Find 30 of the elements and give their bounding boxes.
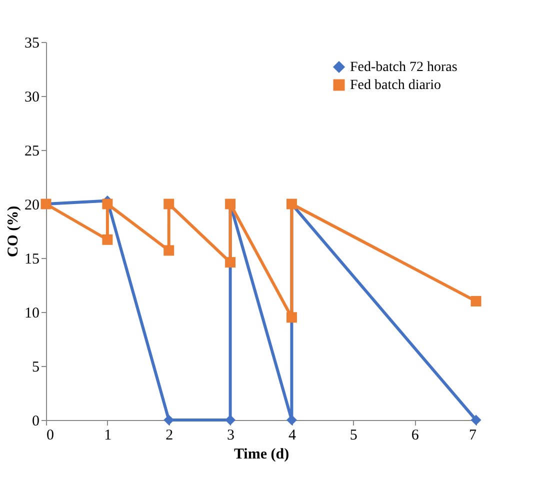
legend-label: Fed batch diario: [350, 78, 441, 93]
point: [164, 198, 174, 210]
point: [164, 245, 174, 256]
point: [470, 296, 482, 306]
point: [286, 414, 297, 426]
x-tick-label: 4: [288, 428, 296, 444]
x-tick-label: 7: [469, 428, 477, 444]
y-tick-label: 15: [24, 252, 40, 268]
y-tick-label: 0: [32, 414, 40, 430]
x-tick-label: 6: [411, 428, 420, 444]
y-tick-label: 30: [24, 90, 40, 106]
x-tick-label: 5: [350, 428, 358, 444]
point: [470, 414, 482, 426]
y-tick-label: 5: [32, 360, 40, 376]
y-tick-label: 25: [24, 144, 40, 160]
point: [225, 414, 236, 426]
x-tick-label: 2: [166, 428, 174, 444]
x-tick-label: 1: [104, 428, 112, 444]
x-axis-title: Time (d): [234, 446, 290, 462]
y-tick-label: 10: [24, 306, 40, 322]
point: [225, 257, 236, 268]
x-tick-label: 3: [227, 428, 235, 444]
x-tick-label: 0: [46, 428, 54, 444]
y-tick-label: 20: [24, 198, 40, 214]
y-axis-title: CO (%): [6, 206, 22, 258]
point: [102, 234, 113, 245]
point: [286, 312, 297, 323]
legend-label: Fed-batch 72 horas: [350, 60, 458, 75]
y-tick-label: 35: [24, 36, 40, 52]
point: [102, 198, 113, 210]
